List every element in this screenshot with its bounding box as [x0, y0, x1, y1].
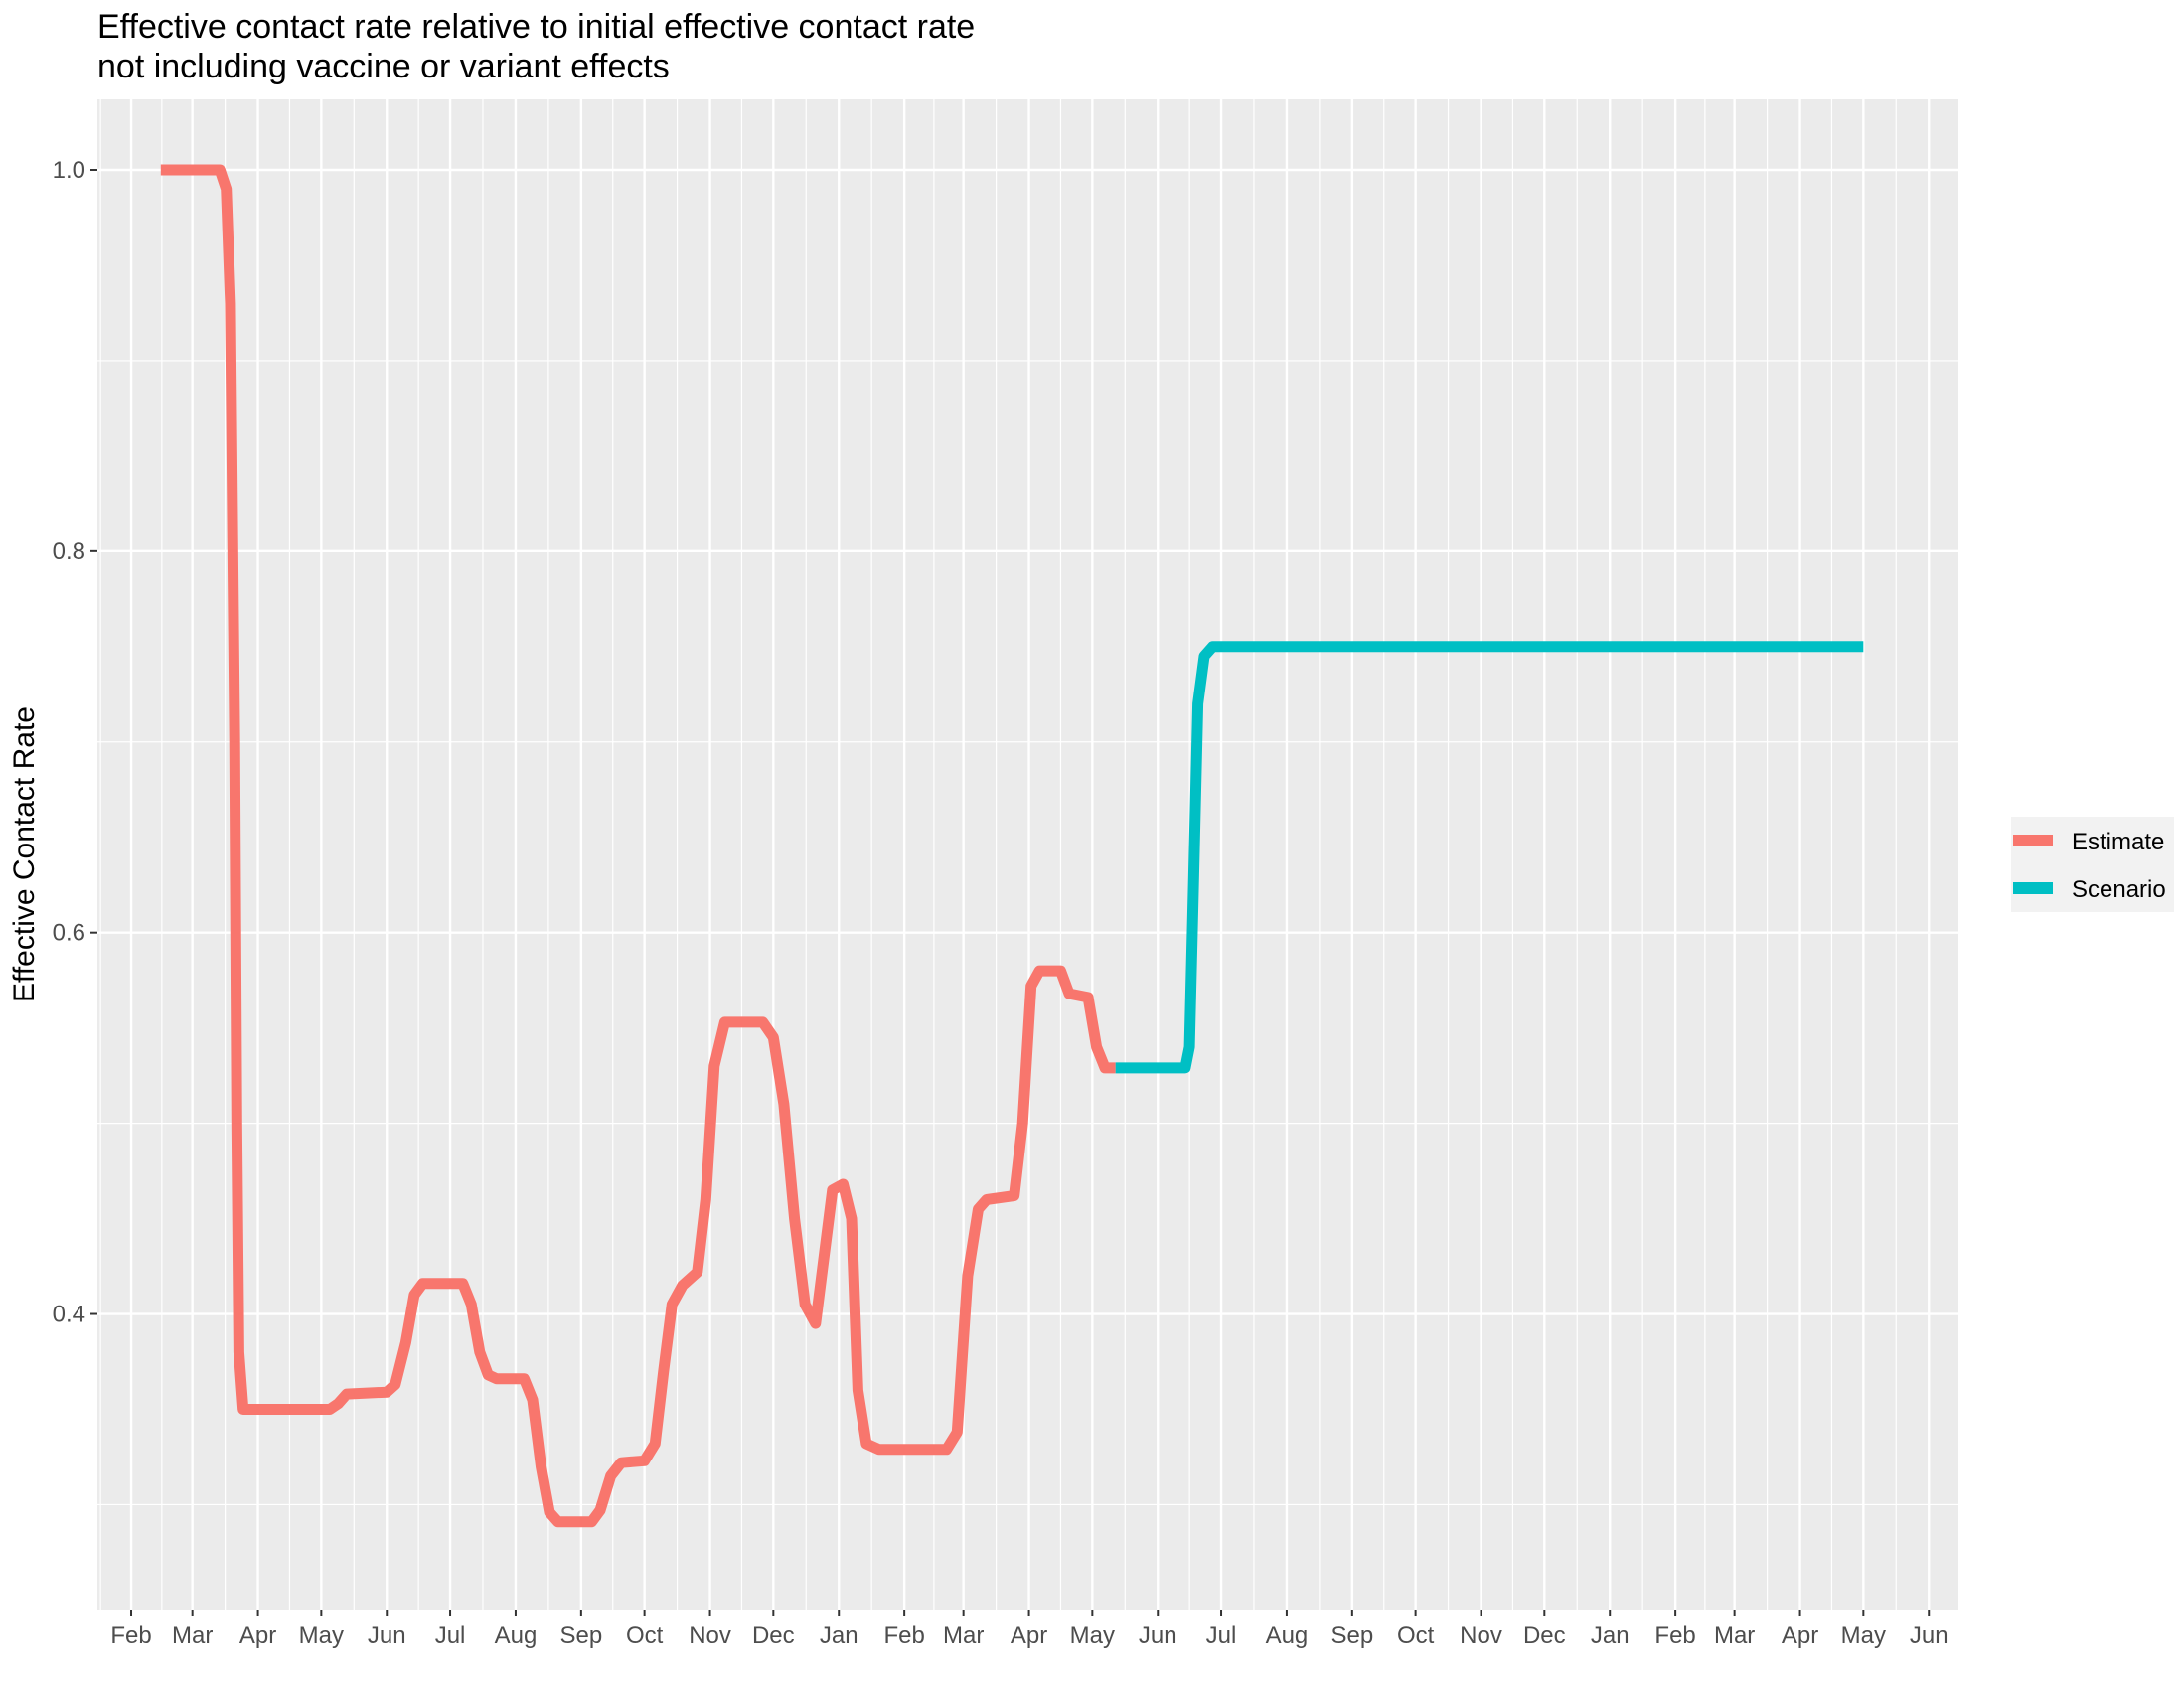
series-line-estimate [160, 164, 1116, 1528]
y-tick-label: 1.0 [53, 157, 85, 184]
grid-minor-lines [97, 99, 1958, 1610]
y-tick-label: 0.8 [53, 538, 85, 565]
x-tick-label: Nov [689, 1622, 731, 1649]
x-tick-label: Jul [435, 1622, 466, 1649]
x-tick-label: Apr [239, 1622, 276, 1649]
x-tick-label: Mar [172, 1622, 213, 1649]
chart-title-line1: Effective contact rate relative to initi… [97, 8, 975, 46]
legend: Estimate Scenario [2011, 817, 2174, 912]
x-tick-label: Jul [1206, 1622, 1237, 1649]
x-tick-label: Oct [1397, 1622, 1435, 1649]
x-tick-label: Oct [626, 1622, 664, 1649]
legend-label-scenario: Scenario [2072, 876, 2166, 903]
chart-title-line2: not including vaccine or variant effects [97, 48, 670, 85]
y-axis-title: Effective Contact Rate [8, 706, 41, 1002]
x-tick-label: Apr [1782, 1622, 1818, 1649]
x-tick-label: Sep [560, 1622, 603, 1649]
x-tick-label: Sep [1330, 1622, 1373, 1649]
legend-label-estimate: Estimate [2072, 829, 2164, 855]
x-tick-label: Aug [1266, 1622, 1309, 1649]
x-tick-label: Apr [1011, 1622, 1047, 1649]
y-tick-label: 0.4 [53, 1302, 85, 1328]
x-tick-label: Jan [1591, 1622, 1630, 1649]
x-axis-ticks: Feb Mar Apr May Jun Jul Aug Sep Oct Nov Dec Jan Feb M… [110, 1610, 1949, 1649]
x-tick-label: Mar [943, 1622, 984, 1649]
x-tick-label: May [1841, 1622, 1886, 1649]
series-layer [160, 164, 1864, 1528]
x-tick-label: Dec [1523, 1622, 1566, 1649]
series-line-scenario [1115, 641, 1864, 1074]
x-tick-label: Feb [110, 1622, 151, 1649]
legend-background [2011, 817, 2174, 912]
grid-major-lines [97, 99, 1958, 1610]
y-tick-label: 0.6 [53, 920, 85, 947]
x-tick-label: Jun [1910, 1622, 1949, 1649]
x-tick-label: Jun [368, 1622, 406, 1649]
x-tick-label: Feb [1654, 1622, 1695, 1649]
x-tick-label: May [1070, 1622, 1115, 1649]
x-tick-label: Jun [1139, 1622, 1177, 1649]
x-tick-label: May [299, 1622, 344, 1649]
x-tick-label: Nov [1460, 1622, 1502, 1649]
x-tick-label: Mar [1714, 1622, 1755, 1649]
x-tick-label: Aug [495, 1622, 538, 1649]
x-tick-label: Jan [820, 1622, 858, 1649]
y-axis-ticks: 0.4 0.6 0.8 1.0 [53, 157, 97, 1328]
x-tick-label: Feb [883, 1622, 924, 1649]
x-tick-label: Dec [752, 1622, 795, 1649]
